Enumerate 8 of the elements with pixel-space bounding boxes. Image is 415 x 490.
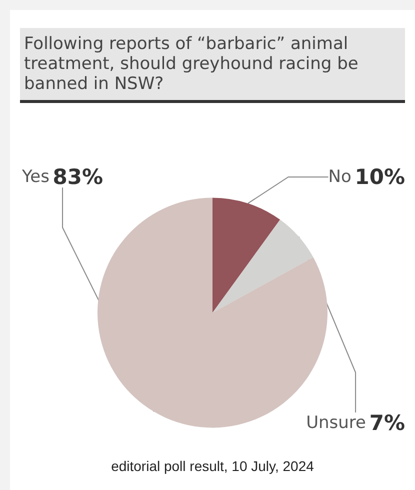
slice-label: Unsure — [306, 413, 366, 433]
slice-label: No — [328, 167, 352, 187]
text: editorial poll result, 10 July, 2024 — [110, 458, 315, 474]
data-label: 83% — [52, 165, 104, 189]
chart-title: Following reports of “barbaric” animal treatment, should greyhound racing be banned in NSW? — [20, 28, 405, 103]
data-label: 10% — [354, 165, 405, 189]
data-label: 7% — [369, 411, 405, 435]
slice-label: Yes — [21, 167, 50, 187]
